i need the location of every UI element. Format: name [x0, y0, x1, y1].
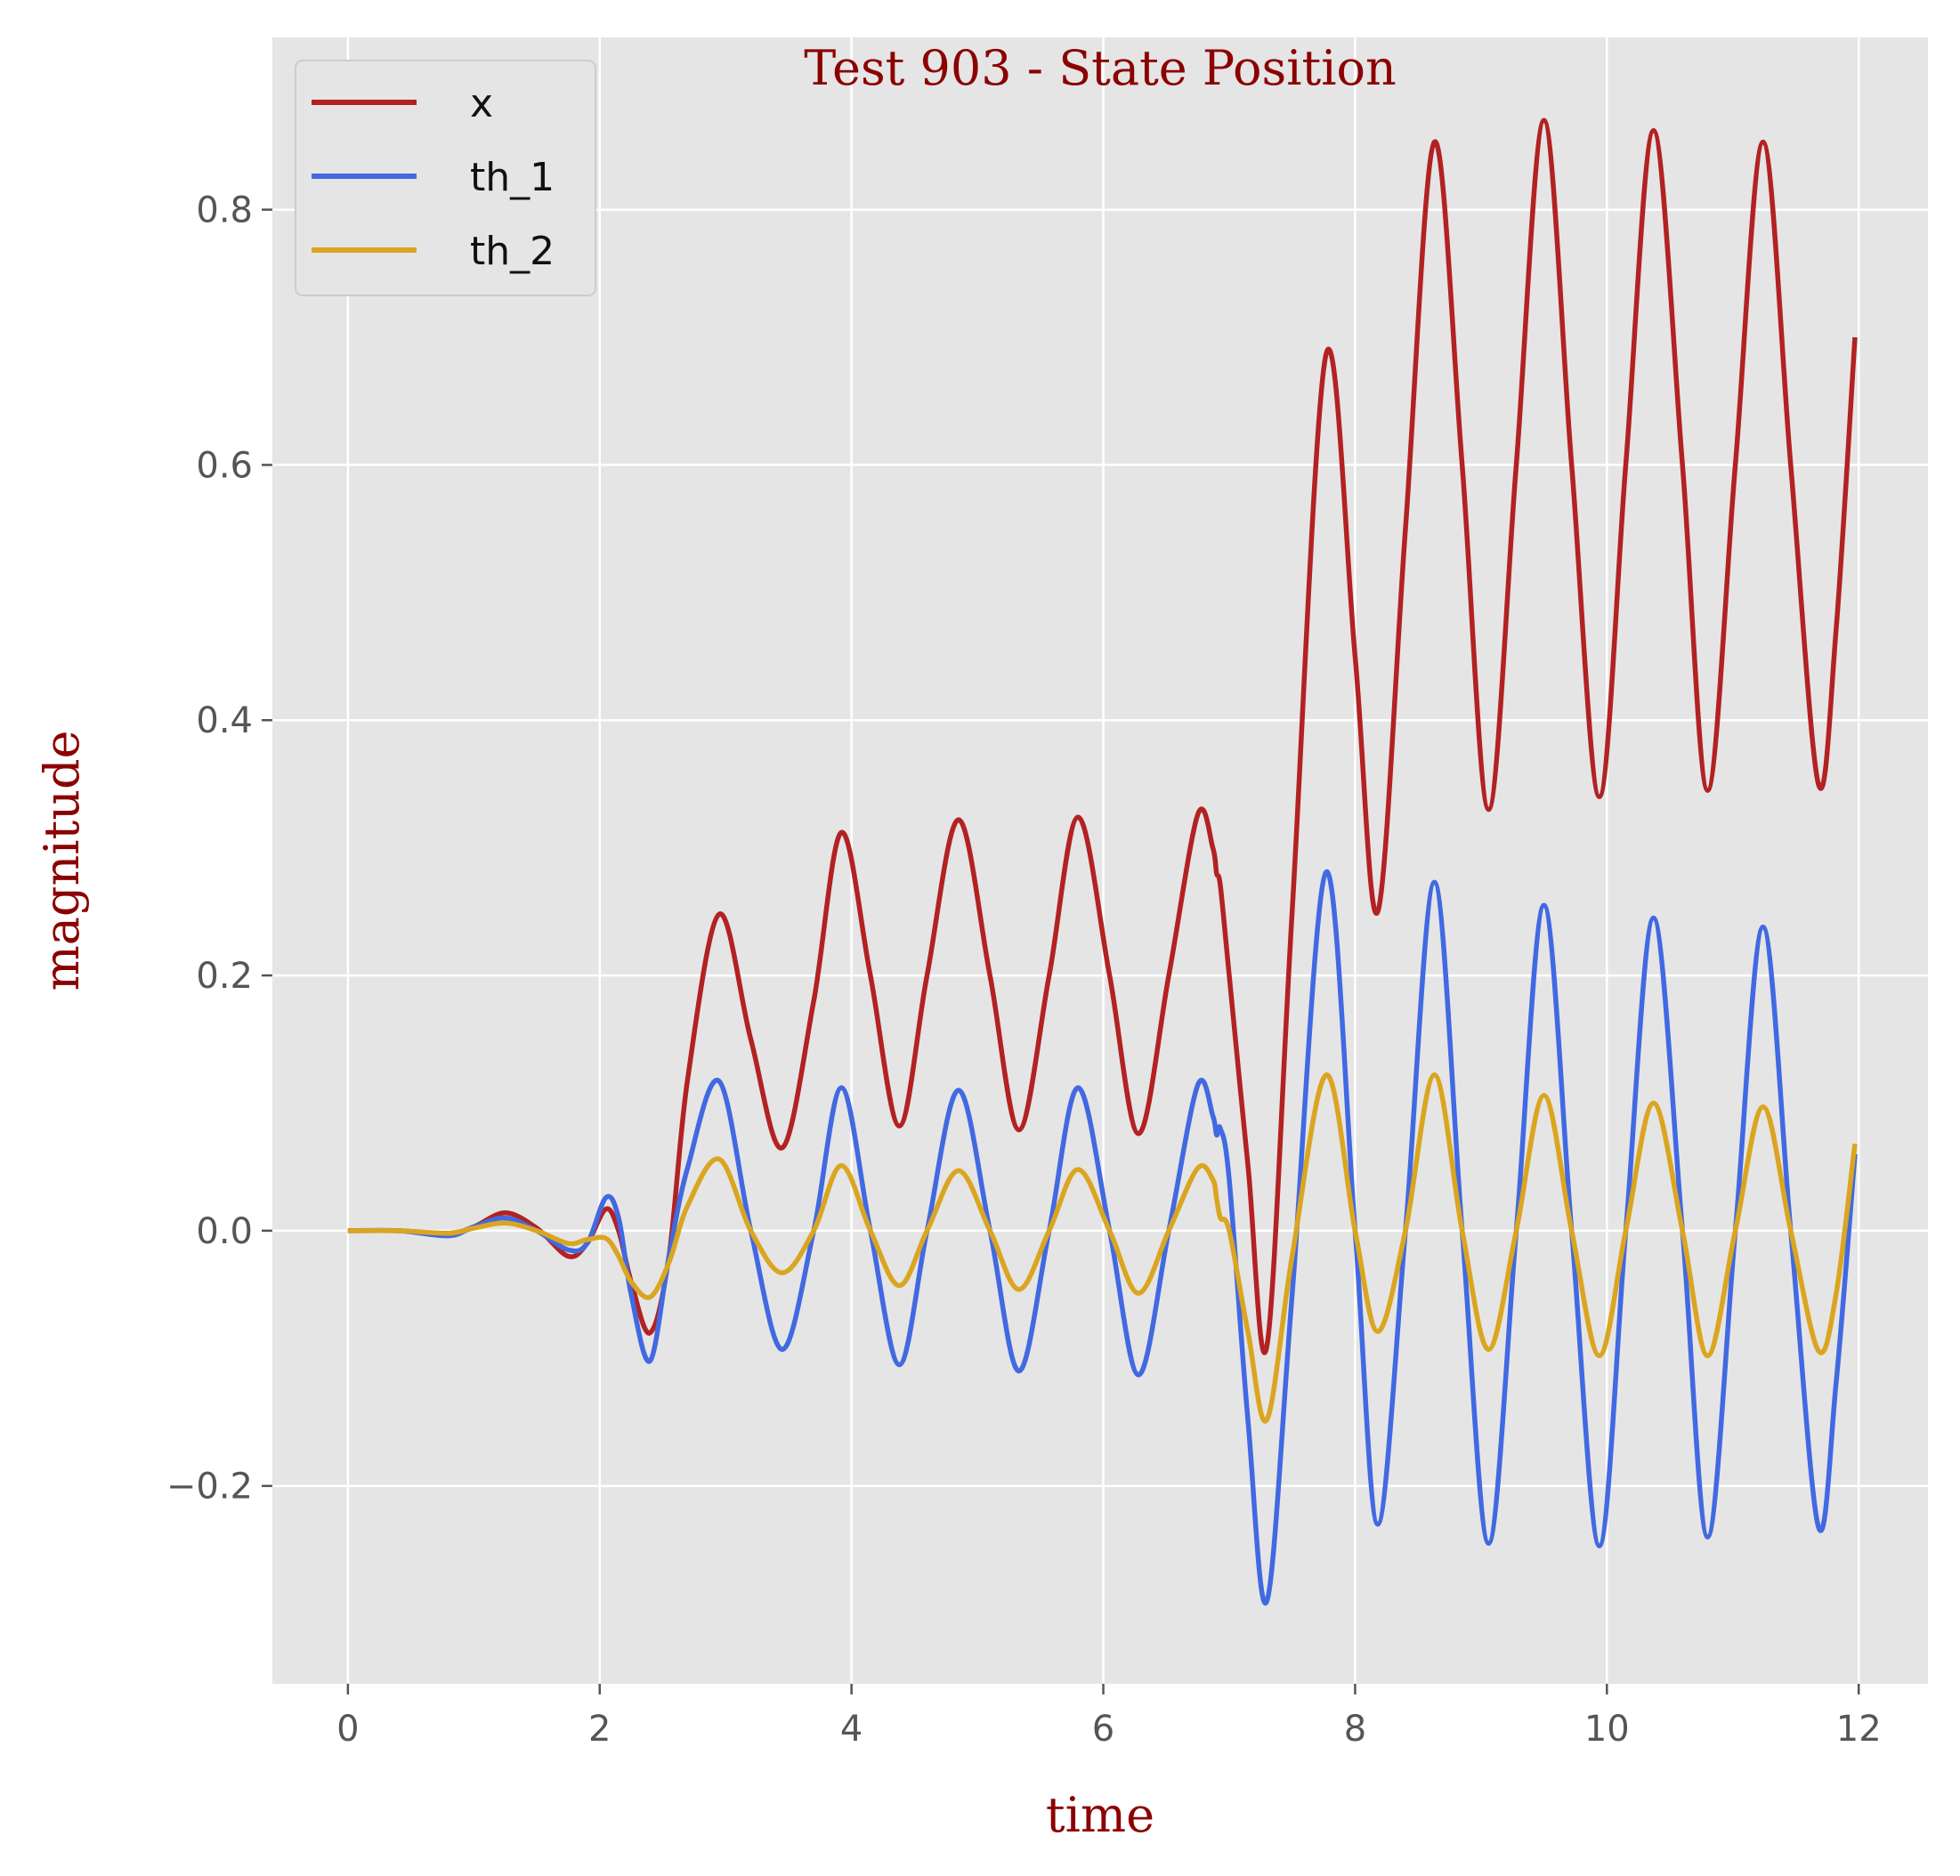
axis-ticks: 0 2 4 6 8 10 12 −0.2 0.0 0.2 0.4 0.6 0.8	[166, 190, 1882, 1750]
y-tick-label: 0.6	[196, 445, 253, 486]
y-tick-label: 0.4	[196, 700, 253, 741]
y-tick-label: 0.2	[196, 956, 253, 997]
plot-area	[272, 37, 1928, 1684]
x-tick-label: 10	[1584, 1709, 1630, 1750]
y-tick-label: 0.0	[196, 1211, 253, 1252]
x-axis-title: time	[1046, 1787, 1154, 1843]
series-line-th-2	[347, 1072, 1858, 1424]
x-tick-label: 4	[840, 1709, 863, 1750]
y-tick-label: −0.2	[166, 1467, 253, 1508]
series-line-x	[347, 117, 1858, 1355]
legend-box	[295, 60, 596, 296]
series-layer	[347, 117, 1858, 1606]
x-tick-label: 6	[1092, 1709, 1114, 1750]
legend-label-th-2: th_2	[470, 229, 555, 274]
x-tick-label: 2	[588, 1709, 611, 1750]
x-tick-label: 8	[1344, 1709, 1366, 1750]
series-line-th-1	[347, 869, 1858, 1606]
x-tick-label: 12	[1836, 1709, 1882, 1750]
legend-label-th-1: th_1	[470, 155, 555, 200]
legend: x th_1 th_2	[295, 60, 596, 296]
chart-title: Test 903 - State Position	[804, 40, 1397, 96]
y-tick-label: 0.8	[196, 190, 253, 231]
legend-label-x: x	[470, 81, 493, 126]
x-tick-label: 0	[336, 1709, 359, 1750]
y-axis-title: magnitude	[34, 730, 90, 991]
